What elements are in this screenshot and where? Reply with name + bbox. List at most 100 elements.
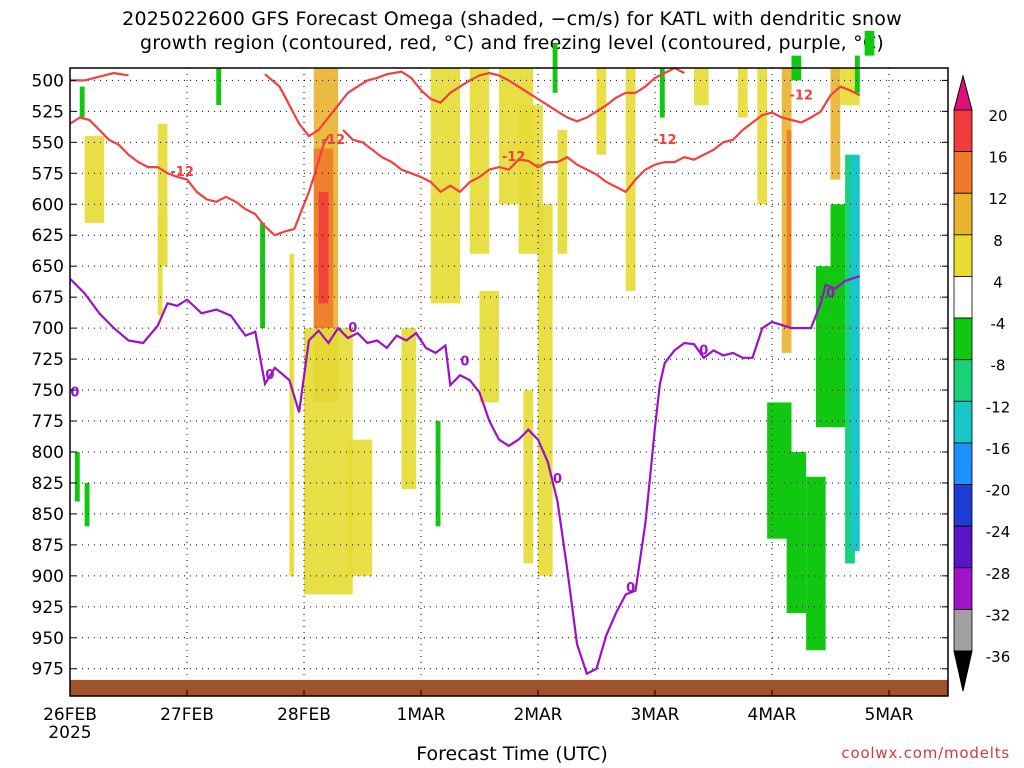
y-tick-label: 725 [32,350,64,370]
colorbar-label: 12 [988,190,1007,208]
colorbar-label: -8 [991,357,1006,375]
y-tick-label: 925 [32,598,64,618]
colorbar-label: -4 [991,315,1006,333]
x-tick-label: 1MAR [397,705,446,725]
colorbar-band [953,484,973,527]
omega-shading-layer [74,30,875,651]
dendritic-contour-label: -12 [653,133,677,148]
colorbar: 20 16 12 8 4 -4 -8 -12 -16 -20 -24 -28 -32 -36 [953,74,1011,692]
freezing-contour-label: 0 [348,321,357,336]
omega-cell [625,68,636,291]
y-tick-label: 750 [32,381,64,401]
terrain-fill [70,679,948,696]
y-tick-label: 825 [32,474,64,494]
dendritic-lower-line [342,85,861,194]
y-tick-label: 575 [32,164,64,184]
colorbar-band [953,400,973,444]
dendritic-top-line [70,71,129,82]
omega-cell [479,290,499,403]
omega-cell [596,68,607,155]
omega-cell [79,86,85,118]
omega-cell [260,222,265,329]
omega-cell [830,68,841,180]
y-tick-label: 700 [32,319,64,339]
y-tick-label: 525 [32,102,64,122]
omega-cell [157,123,168,267]
colorbar-label: 20 [988,107,1007,125]
omega-cell [694,68,709,106]
x-tick-label: 3MAR [631,705,680,725]
y-tick-label: 550 [32,133,64,153]
omega-cell [830,204,846,428]
x-tick-label: 5MAR [865,705,914,725]
x-tick-label: 4MAR [748,705,797,725]
chart-title-line-1: 2025022600 GFS Forecast Omega (shaded, −… [122,8,902,30]
omega-cell [659,68,665,118]
y-tick-label: 600 [32,195,64,215]
omega-cell [737,68,748,118]
contour-layer: -12 -12 -12 -12 -12 0 0 0 0 0 0 0 0 [69,66,861,676]
x-tick-sublabel: 2025 [48,723,91,743]
colorbar-label: -36 [986,648,1011,666]
x-tick-label: 28FEB [277,705,331,725]
chart-title-line-2: growth region (contoured, red, °C) and f… [140,32,884,54]
dendritic-contour-label: -12 [322,133,346,148]
colorbar-band [953,567,973,610]
colorbar-label: -32 [986,606,1011,624]
freezing-contour-label: 0 [626,581,635,596]
y-tick-label: 775 [32,412,64,432]
omega-cell [538,204,553,576]
omega-cell [854,55,860,93]
colorbar-top-arrow [953,74,973,111]
y-tick-label: 675 [32,288,64,308]
freezing-contour-label: 0 [265,368,274,383]
colorbar-label: -20 [986,482,1011,500]
omega-cell [401,328,417,490]
freezing-contour-label: 0 [460,355,469,370]
colorbar-band [953,234,973,277]
omega-cell [216,68,222,106]
omega-cell [469,68,490,254]
colorbar-label: 8 [993,232,1003,250]
omega-cell [757,68,768,205]
x-tick-label: 2MAR [514,705,563,725]
freezing-contour-label: 0 [70,386,79,401]
plot-frame [69,67,949,697]
omega-cell [318,191,329,304]
colorbar-label: -28 [986,565,1011,583]
colorbar-label: 16 [988,149,1007,167]
y-tick-label: 800 [32,443,64,463]
y-tick-label: 975 [32,660,64,680]
omega-cell [74,451,80,502]
colorbar-label: -12 [986,398,1011,416]
dendritic-top-line [264,66,685,138]
x-tick-label: 26FEB [43,705,97,725]
omega-cell [806,476,826,651]
freezing-level-line [69,275,861,676]
colorbar-band [953,317,973,361]
colorbar-band [953,442,973,485]
omega-cell [557,129,568,254]
omega-cell [523,390,534,564]
x-axis-label: Forecast Time (UTC) [416,743,608,765]
freezing-contour-label: 0 [826,286,835,301]
dendritic-contour-label: -12 [502,150,526,165]
colorbar-bottom-arrow [953,650,973,692]
y-tick-label: 900 [32,567,64,587]
colorbar-band [953,359,973,402]
omega-cell [347,439,373,576]
y-tick-label: 650 [32,257,64,277]
credit-text: coolwx.com/modelts [841,744,1010,762]
colorbar-band [953,151,973,194]
y-tick-label: 950 [32,629,64,649]
y-tick-label: 500 [32,71,64,91]
y-tick-label: 625 [32,226,64,246]
colorbar-band [953,276,973,319]
colorbar-band [953,192,973,236]
y-tick-label: 875 [32,536,64,556]
omega-cell [786,451,807,614]
omega-cell [84,482,90,527]
omega-cell [864,30,875,56]
terrain-layer [70,679,948,696]
